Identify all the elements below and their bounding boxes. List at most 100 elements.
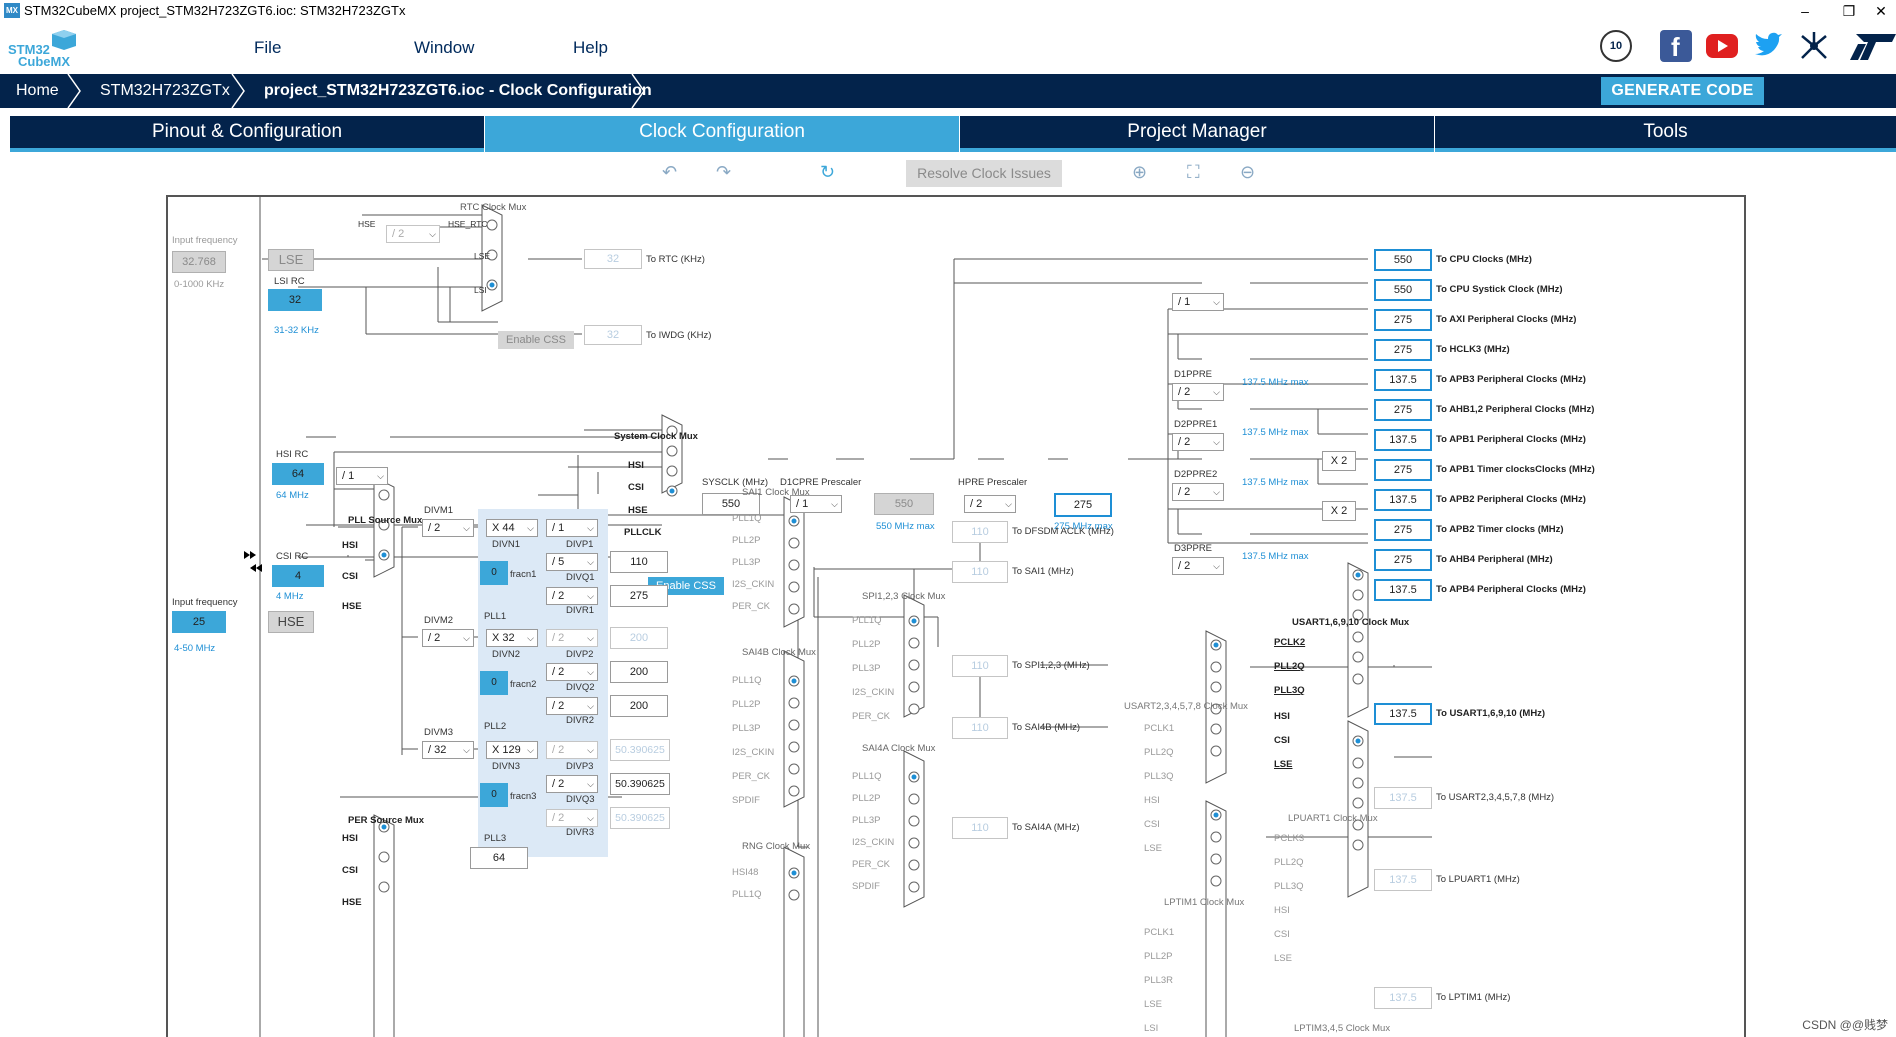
cpu-systick-value[interactable]: 550 — [1374, 279, 1432, 301]
apb3-clock-value[interactable]: 137.5 — [1374, 369, 1432, 391]
hpre-prescaler-select[interactable]: / 2 ⌵ — [964, 495, 1016, 513]
menu-file[interactable]: File — [254, 38, 282, 57]
d1cpre-prescaler-select[interactable]: / 1 ⌵ — [790, 495, 842, 513]
divq3-output-value[interactable]: 50.390625 — [610, 773, 670, 795]
usart2-in-pll2q: PLL2Q — [1144, 747, 1174, 758]
divn3-select[interactable]: X 129 ⌵ — [486, 741, 538, 759]
apb2-clock-value[interactable]: 137.5 — [1374, 489, 1432, 511]
d3ppre-select[interactable]: / 2 ⌵ — [1172, 557, 1224, 575]
rtc-divider-select[interactable]: / 2 ⌵ — [386, 225, 440, 243]
minimize-button[interactable]: – — [1801, 3, 1809, 19]
divp1-select[interactable]: / 1 ⌵ — [546, 519, 598, 537]
close-button[interactable]: ✕ — [1875, 3, 1887, 19]
lptim1-in-lse: LSE — [1144, 999, 1162, 1010]
pll3-label: PLL3 — [484, 833, 507, 844]
divq2-output-value[interactable]: 200 — [610, 661, 668, 683]
sysclk-value[interactable]: 550 — [702, 493, 760, 515]
d2ppre1-select[interactable]: / 2 ⌵ — [1172, 433, 1224, 451]
csi-frequency-label: 4 MHz — [276, 591, 304, 602]
fracn2-value[interactable]: 0 — [480, 671, 508, 695]
rtc-hse-label: HSE — [358, 219, 376, 229]
cpu-systick-divider-select[interactable]: / 1 ⌵ — [1172, 293, 1224, 311]
divp2-select[interactable]: / 2 ⌵ — [546, 629, 598, 647]
divm1-select[interactable]: / 2 ⌵ — [422, 519, 474, 537]
hse-frequency-input[interactable]: 25 — [172, 611, 226, 633]
youtube-icon[interactable] — [1706, 34, 1738, 58]
logo-text-cubemx: CubeMX — [18, 54, 70, 69]
undo-icon[interactable]: ↶ — [662, 162, 678, 182]
refresh-icon[interactable]: ↻ — [820, 162, 836, 182]
divm2-select[interactable]: / 2 ⌵ — [422, 629, 474, 647]
apb4-clock-value[interactable]: 137.5 — [1374, 579, 1432, 601]
facebook-icon[interactable]: f — [1660, 30, 1692, 62]
divn2-select[interactable]: X 32 ⌵ — [486, 629, 538, 647]
menu-help[interactable]: Help — [573, 38, 608, 57]
apb1-timer-value[interactable]: 275 — [1374, 459, 1432, 481]
usart1-output-value[interactable]: 137.5 — [1374, 703, 1432, 725]
apb2-timer-multiplier: X 2 — [1322, 501, 1356, 521]
zoom-in-icon[interactable]: ⊕ — [1132, 162, 1148, 182]
d2ppre1-max-label: 137.5 MHz max — [1242, 427, 1309, 438]
apb2-timer-value[interactable]: 275 — [1374, 519, 1432, 541]
lse-frequency-input[interactable]: 32.768 — [172, 251, 226, 273]
menu-window[interactable]: Window — [414, 38, 475, 57]
hclk-value[interactable]: 275 — [1054, 493, 1112, 517]
sai1-in-pll1q: PLL1Q — [732, 513, 762, 524]
enable-css-lse-button[interactable]: Enable CSS — [498, 331, 574, 349]
apb1-clock-value[interactable]: 137.5 — [1374, 429, 1432, 451]
hse-input-frequency-label: Input frequency — [172, 597, 238, 608]
generate-code-button[interactable]: GENERATE CODE — [1601, 77, 1764, 105]
per-clock-output-value[interactable]: 64 — [470, 847, 528, 869]
hclk3-value[interactable]: 275 — [1374, 339, 1432, 361]
tab-clock-configuration[interactable]: Clock Configuration — [485, 116, 959, 152]
divr3-select[interactable]: / 2 ⌵ — [546, 809, 598, 827]
fit-to-screen-icon[interactable]: ⛶ — [1187, 162, 1200, 182]
hsi-divider-select[interactable]: / 1 ⌵ — [336, 467, 388, 485]
rng-in-pll1q: PLL1Q — [732, 889, 762, 900]
d1cpre-prescaler-label: D1CPRE Prescaler — [780, 477, 862, 488]
divr1-select[interactable]: / 2 ⌵ — [546, 587, 598, 605]
cpu-systick-destination: To CPU Systick Clock (MHz) — [1436, 284, 1563, 295]
network-icon[interactable] — [1798, 30, 1830, 62]
tab-pinout-configuration[interactable]: Pinout & Configuration — [10, 116, 484, 152]
breadcrumb-project[interactable]: project_STM32H723ZGT6.ioc - Clock Config… — [264, 82, 652, 99]
divm3-select[interactable]: / 32 ⌵ — [422, 741, 474, 759]
anniversary-badge-icon[interactable]: 10 — [1600, 30, 1632, 62]
ahb12-clock-value[interactable]: 275 — [1374, 399, 1432, 421]
divr2-select[interactable]: / 2 ⌵ — [546, 697, 598, 715]
divn1-select[interactable]: X 44 ⌵ — [486, 519, 538, 537]
sai4b-in-i2s-ckin: I2S_CKIN — [732, 747, 775, 758]
breadcrumb-mcu[interactable]: STM32H723ZGTx — [100, 82, 230, 99]
twitter-icon[interactable] — [1752, 30, 1784, 62]
breadcrumb-home[interactable]: Home — [16, 82, 59, 99]
dfsdm-output-value: 110 — [952, 521, 1008, 543]
lpuart1-in-pll3q: PLL3Q — [1274, 881, 1304, 892]
ahb4-clock-value[interactable]: 275 — [1374, 549, 1432, 571]
zoom-out-icon[interactable]: ⊖ — [1240, 162, 1256, 182]
divq2-select[interactable]: / 2 ⌵ — [546, 663, 598, 681]
restore-button[interactable]: ❐ — [1842, 3, 1856, 19]
divq1-output-value[interactable]: 110 — [610, 551, 668, 573]
d1ppre-select[interactable]: / 2 ⌵ — [1172, 383, 1224, 401]
divp3-select[interactable]: / 2 ⌵ — [546, 741, 598, 759]
st-logo-icon[interactable] — [1846, 30, 1896, 62]
divr2-output-value[interactable]: 200 — [610, 695, 668, 717]
tab-tools[interactable]: Tools — [1435, 116, 1896, 152]
apb1-timer-destination: To APB1 Timer clocksClocks (MHz) — [1436, 464, 1595, 475]
hpre-max-label: 275 MHz max — [1054, 521, 1113, 532]
cpu-clock-value[interactable]: 550 — [1374, 249, 1432, 271]
usart1-in-pll3q: PLL3Q — [1274, 685, 1305, 696]
fracn1-value[interactable]: 0 — [480, 561, 508, 585]
d2ppre2-select[interactable]: / 2 ⌵ — [1172, 483, 1224, 501]
divm1-label: DIVM1 — [424, 505, 454, 516]
divq1-select[interactable]: / 5 ⌵ — [546, 553, 598, 571]
divq3-select[interactable]: / 2 ⌵ — [546, 775, 598, 793]
divr1-output-value[interactable]: 275 — [610, 585, 668, 607]
fracn3-value[interactable]: 0 — [480, 783, 508, 807]
axi-clock-value[interactable]: 275 — [1374, 309, 1432, 331]
spi123-in-i2s-ckin: I2S_CKIN — [852, 687, 895, 698]
resolve-clock-issues-button[interactable]: Resolve Clock Issues — [906, 160, 1062, 187]
tab-project-manager[interactable]: Project Manager — [960, 116, 1434, 152]
redo-icon[interactable]: ↷ — [716, 162, 732, 182]
lsi-rc-label: LSI RC — [274, 276, 305, 287]
